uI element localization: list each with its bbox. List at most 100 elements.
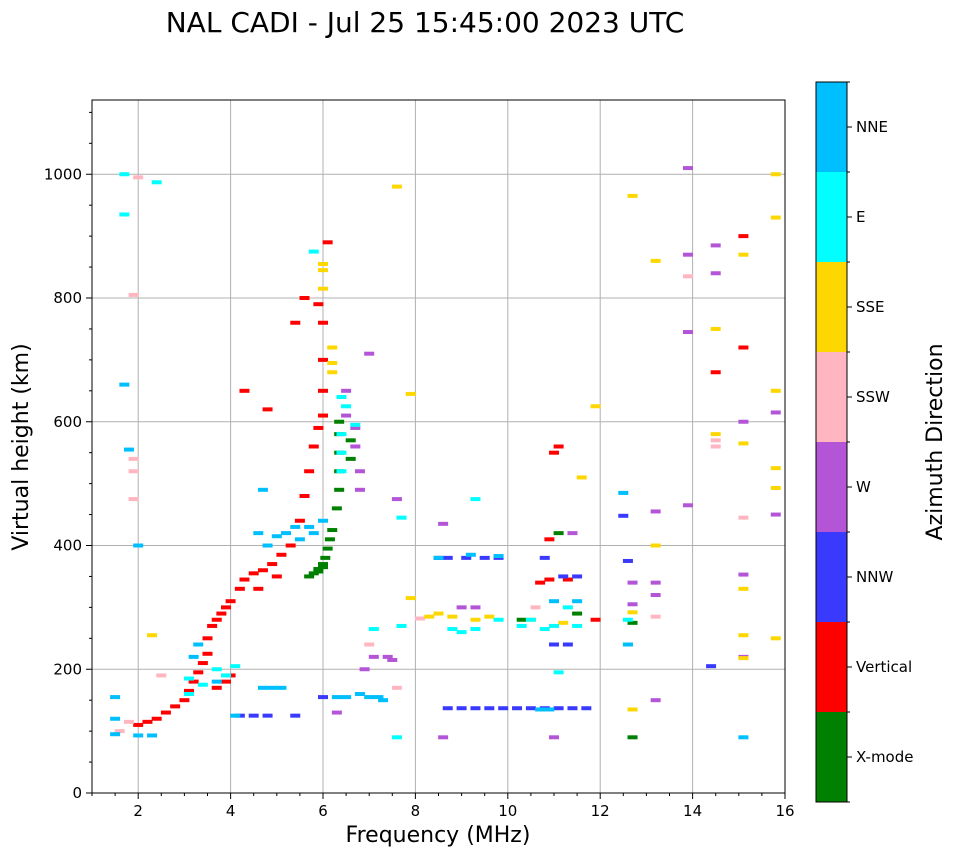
- data-point-nne: [257, 487, 268, 492]
- colorbar-swatch-w: [816, 442, 847, 532]
- data-point-nne: [253, 531, 264, 536]
- data-point-sse: [447, 614, 458, 619]
- data-point-x-mode: [345, 456, 356, 461]
- colorbar-swatch-x-mode: [816, 712, 847, 802]
- data-point-ssw: [123, 719, 134, 724]
- data-point-e: [396, 623, 407, 628]
- data-point-ssw: [128, 456, 139, 461]
- data-point-vertical: [248, 571, 259, 576]
- data-point-vertical: [562, 577, 573, 582]
- data-point-e: [396, 515, 407, 520]
- data-point-e: [119, 172, 130, 177]
- data-point-vertical: [304, 469, 315, 474]
- data-point-e: [456, 630, 467, 635]
- data-point-sse: [627, 610, 638, 615]
- data-point-ssw: [415, 616, 426, 621]
- data-point-sse: [318, 268, 328, 273]
- data-point-vertical: [267, 562, 278, 567]
- data-point-sse: [770, 215, 781, 220]
- data-point-ssw: [710, 444, 721, 449]
- data-point-nne: [622, 642, 633, 647]
- data-point-e: [553, 670, 564, 675]
- x-tick-label: 12: [591, 802, 610, 820]
- data-point-nnw: [553, 706, 564, 711]
- data-point-vertical: [271, 574, 282, 579]
- data-point-nnw: [456, 706, 467, 711]
- grid-lines: [92, 100, 786, 794]
- data-point-vertical: [294, 518, 305, 523]
- data-point-x-mode: [318, 565, 328, 570]
- data-point-x-mode: [553, 531, 564, 536]
- data-point-nne: [465, 552, 476, 557]
- data-point-nne: [188, 654, 199, 659]
- data-point-nnw: [512, 706, 523, 711]
- data-point-sse: [770, 636, 781, 641]
- data-point-nnw: [484, 706, 495, 711]
- data-point-nnw: [290, 713, 301, 718]
- data-point-e: [197, 682, 208, 687]
- data-point-w: [391, 497, 402, 502]
- data-point-nne: [549, 599, 559, 604]
- data-point-sse: [650, 258, 661, 263]
- data-point-ssw: [530, 605, 541, 610]
- data-point-vertical: [738, 234, 749, 239]
- data-point-nnw: [572, 574, 583, 579]
- plot-area: [91, 99, 786, 794]
- data-point-sse: [770, 466, 781, 471]
- data-point-vertical: [276, 552, 287, 557]
- data-point-nne: [262, 543, 273, 548]
- data-point-vertical: [151, 716, 162, 721]
- data-point-w: [382, 654, 393, 659]
- x-tick-label: 16: [775, 802, 794, 820]
- data-point-x-mode: [345, 438, 356, 443]
- data-point-w: [710, 243, 721, 248]
- data-point-vertical: [590, 617, 601, 622]
- data-point-vertical: [313, 302, 324, 307]
- plot-background: [92, 100, 785, 793]
- data-point-sse: [627, 193, 638, 198]
- data-point-nne: [133, 733, 144, 738]
- data-point-sse: [318, 261, 328, 266]
- data-point-vertical: [262, 407, 273, 412]
- colorbar-label-nnw: NNW: [856, 568, 893, 586]
- data-point-vertical: [202, 636, 213, 641]
- y-tick-label: 200: [53, 660, 82, 678]
- data-point-sse: [738, 252, 749, 257]
- data-point-w: [682, 503, 693, 508]
- data-point-ssw: [710, 438, 721, 443]
- data-point-sse: [738, 633, 749, 638]
- data-point-vertical: [738, 345, 749, 350]
- x-tick-label: 14: [683, 802, 702, 820]
- data-point-w: [682, 166, 693, 171]
- data-point-e: [336, 450, 347, 455]
- x-tick-label: 2: [133, 802, 143, 820]
- data-point-nne: [493, 554, 504, 559]
- data-point-nnw: [525, 706, 536, 711]
- data-point-sse: [470, 617, 481, 622]
- data-point-w: [710, 271, 721, 276]
- data-point-nne: [281, 531, 292, 536]
- data-point-sse: [327, 370, 338, 375]
- data-point-vertical: [710, 370, 721, 375]
- data-point-w: [627, 580, 638, 585]
- data-point-sse: [576, 475, 587, 480]
- data-point-x-mode: [516, 617, 527, 622]
- data-point-nne: [318, 518, 328, 523]
- data-point-ssw: [114, 729, 125, 734]
- data-point-vertical: [322, 240, 333, 245]
- x-tick-label: 6: [318, 802, 328, 820]
- data-point-w: [650, 580, 661, 585]
- data-point-e: [341, 404, 352, 409]
- data-point-vertical: [220, 605, 231, 610]
- colorbar-swatch-e: [816, 172, 847, 262]
- data-point-w: [682, 252, 693, 257]
- data-point-e: [230, 664, 241, 669]
- data-point-vertical: [220, 679, 231, 684]
- colorbar-swatch-nne: [816, 82, 847, 172]
- data-point-nne: [230, 713, 241, 718]
- data-point-nnw: [442, 555, 453, 560]
- data-point-nne: [535, 707, 546, 712]
- data-point-e: [350, 422, 361, 427]
- data-point-nne: [271, 534, 282, 539]
- data-point-vertical: [318, 357, 328, 362]
